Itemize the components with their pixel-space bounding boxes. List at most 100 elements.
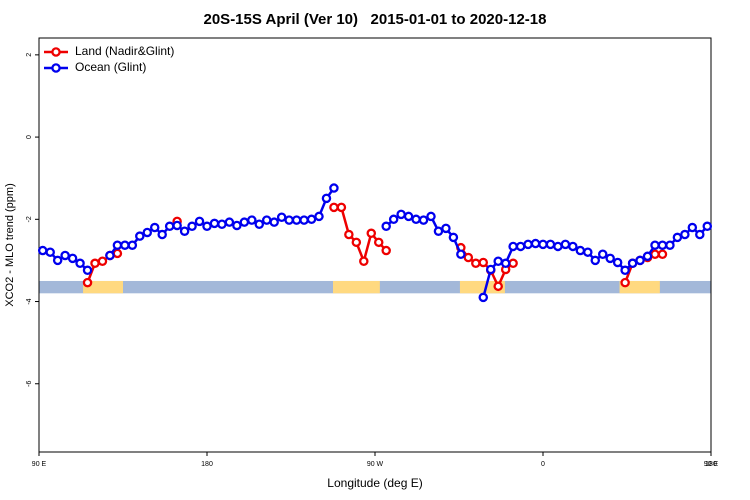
data-point [456,249,466,260]
data-point [478,292,489,303]
data-point [336,202,347,213]
data-point [321,193,332,204]
data-point [575,245,586,256]
data-point [695,229,705,240]
x-tick-label: 90 E [32,461,47,468]
data-point [209,218,220,229]
data-point [620,277,630,288]
data-point [433,226,444,236]
data-point [381,221,391,232]
data-point [37,245,48,256]
x-tick-label: 0 [541,461,545,468]
data-point [396,209,406,220]
data-point [478,257,489,268]
data-point [194,216,205,227]
data-point [157,229,167,240]
data-point [90,258,100,269]
data-point [344,229,354,240]
data-point [597,249,608,260]
data-point [142,227,153,238]
y-tick-label: 0 [26,135,33,139]
data-point [493,281,503,292]
data-point [45,247,55,257]
data-point [687,222,698,233]
data-point [612,257,623,268]
data-point [590,255,601,266]
data-point [523,239,533,250]
land-strip [83,280,123,294]
data-point [217,219,227,229]
data-point [426,211,436,222]
data-point [493,256,503,266]
data-point [112,240,123,250]
data-point [471,258,481,269]
data-point [269,217,279,227]
data-point [120,240,130,250]
x-tick-label: 90 W [367,461,384,468]
data-point [538,239,548,250]
data-point [672,232,683,243]
data-point [642,251,653,262]
data-point [530,238,541,249]
data-point [635,255,645,266]
data-point [179,226,190,236]
data-point [67,253,78,264]
data-point [373,237,384,248]
data-point [545,239,556,250]
x-axis-label: Longitude (deg E) [327,476,422,490]
data-point [314,211,324,222]
data-point [515,241,526,252]
data-point [329,183,339,193]
data-point [388,214,399,225]
series-line [333,206,388,266]
data-point [665,240,675,250]
data-point [366,228,377,239]
data-point [224,217,235,227]
data-point [82,277,93,288]
data-point [164,221,175,232]
y-tick-label: -4 [26,298,33,304]
y-axis-label: XCO2 - MLO trend (ppm) [4,183,16,306]
chart-title: 20S-15S April (Ver 10) 2015-01-01 to 202… [204,11,547,28]
data-point [605,253,615,264]
data-point [500,258,511,269]
data-point [306,214,317,225]
y-tick-label: -2 [26,216,33,222]
data-point [359,256,369,266]
legend-swatch-point [51,47,61,57]
land-strip [333,280,380,294]
x-tick-label: 180 [705,461,717,468]
data-point [254,219,265,229]
data-point [351,237,362,248]
data-point [583,247,593,257]
data-point [508,258,518,269]
data-point [291,215,302,225]
data-point [702,221,713,232]
data-point [508,241,518,252]
data-point [657,240,668,250]
data-point [680,229,690,240]
data-point [284,215,294,225]
x-tick-label: 90 E [704,461,719,468]
data-point [381,245,391,256]
data-point [239,217,250,227]
data-point [650,249,660,260]
data-point [418,215,429,225]
data-point [485,264,496,275]
data-point [97,256,108,266]
data-point [560,239,571,250]
legend-label: Ocean (Glint) [75,60,146,74]
data-point [187,221,197,232]
data-point [650,240,660,250]
data-point [60,250,70,261]
legend-swatch-point [51,63,61,73]
data-point [411,214,421,225]
data-point [553,241,563,252]
data-point [172,220,182,231]
data-point [568,241,578,252]
y-tick-label: -6 [26,381,33,387]
data-point [202,221,212,232]
data-point [448,232,459,243]
data-point [463,252,474,263]
